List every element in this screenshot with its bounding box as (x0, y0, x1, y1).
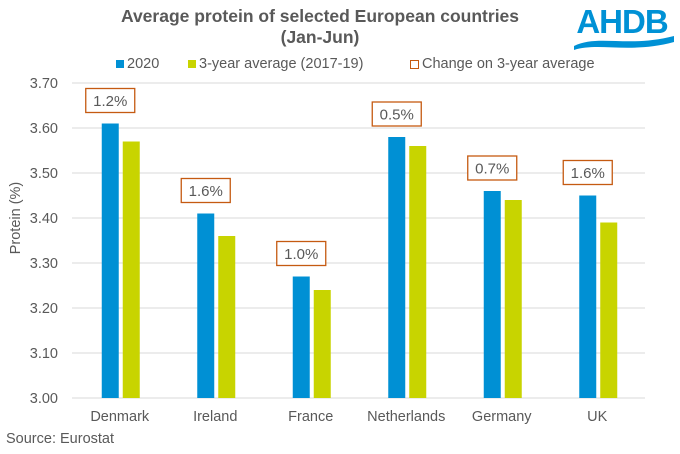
x-tick-label: Denmark (90, 409, 150, 425)
y-tick-label: 3.30 (30, 256, 58, 272)
change-label-box (562, 159, 613, 186)
change-label-text: 1.6% (571, 165, 605, 182)
legend-item-3yr-average: 3-year average (2017-19) (188, 56, 363, 72)
change-label-box (467, 155, 518, 181)
bar-3yr-average-denmark (122, 141, 140, 398)
change-label-text: 1.6% (189, 183, 223, 200)
y-tick-label: 3.50 (30, 166, 58, 182)
change-label-box (371, 101, 422, 127)
change-label-netherlands: 0.5% (371, 101, 422, 127)
x-tick-label: France (288, 409, 333, 425)
change-label-ireland: 1.6% (180, 177, 231, 204)
y-tick-label: 3.70 (30, 76, 58, 92)
bar-2020-france (292, 276, 310, 398)
y-tick-label: 3.20 (30, 301, 58, 317)
annotations: 1.2% 1.6% 1.0% 0.5% 0.7% 1.6% (85, 87, 613, 267)
legend-label-2020: 2020 (127, 56, 160, 72)
bar-3yr-average-france (313, 290, 331, 398)
gridlines (72, 82, 645, 399)
change-label-text: 1.0% (284, 246, 318, 263)
change-label-france: 1.0% (276, 240, 327, 267)
y-tick-label: 3.60 (30, 121, 58, 137)
bar-2020-ireland (197, 213, 215, 398)
x-tick-label: Ireland (193, 409, 237, 425)
chart-title-line-2: (Jan-Jun) (280, 27, 360, 47)
y-axis-ticks: 3.00 3.10 3.20 3.30 3.40 3.50 3.60 3.70 (30, 76, 58, 407)
bar-2020-uk (579, 195, 597, 398)
legend-label-3yr-average: 3-year average (2017-19) (199, 56, 364, 72)
x-tick-label: Germany (472, 409, 532, 425)
change-label-text: 0.5% (380, 107, 414, 124)
change-label-denmark: 1.2% (85, 87, 136, 114)
chart-title: Average protein of selected European cou… (60, 6, 580, 48)
change-label-germany: 0.7% (467, 155, 518, 181)
change-label-box (276, 240, 327, 267)
legend-item-change: Change on 3-year average (410, 56, 595, 72)
change-label-text: 0.7% (475, 161, 509, 178)
y-tick-label: 3.10 (30, 346, 58, 362)
source-note: Source: Eurostat (6, 431, 114, 447)
legend-label-change: Change on 3-year average (422, 56, 595, 72)
bar-3yr-average-ireland (218, 236, 236, 398)
logo-wave-icon (574, 36, 674, 50)
legend: 2020 3-year average (2017-19) Change on … (0, 56, 680, 76)
logo-text: AHDB (576, 3, 667, 40)
bars (101, 123, 618, 398)
legend-swatch-change (410, 59, 419, 69)
change-label-box (180, 177, 231, 204)
x-axis-ticks: Denmark Ireland France Netherlands Germany UK (90, 409, 607, 425)
bar-3yr-average-germany (504, 200, 522, 398)
bar-2020-netherlands (388, 137, 406, 398)
x-tick-label: Netherlands (367, 409, 445, 425)
chart-title-line-1: Average protein of selected European cou… (120, 6, 520, 26)
legend-item-2020: 2020 (116, 56, 159, 72)
y-tick-label: 3.40 (30, 211, 58, 227)
ahdb-logo: AHDB (574, 3, 674, 50)
bar-3yr-average-netherlands (409, 146, 427, 398)
bar-2020-germany (483, 191, 501, 398)
change-label-text: 1.2% (93, 93, 127, 110)
bar-2020-denmark (101, 123, 119, 398)
legend-swatch-3yr-average (188, 60, 196, 68)
y-tick-label: 3.00 (30, 391, 58, 407)
change-label-box (85, 87, 136, 114)
y-axis-label: Protein (%) (8, 182, 24, 255)
x-tick-label: UK (587, 409, 607, 425)
legend-swatch-2020 (116, 60, 124, 68)
bar-3yr-average-uk (600, 222, 618, 398)
change-label-uk: 1.6% (562, 159, 613, 186)
